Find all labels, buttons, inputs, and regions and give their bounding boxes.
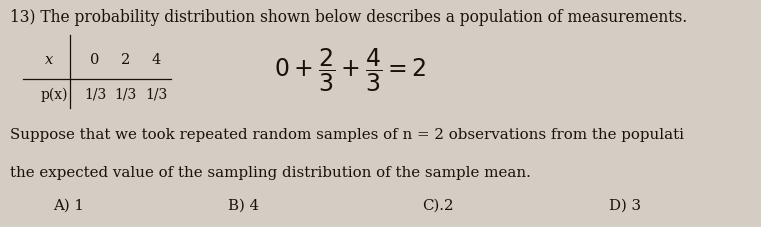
Text: 0: 0	[91, 53, 100, 67]
Text: B) 4: B) 4	[228, 197, 260, 211]
Text: 1/3: 1/3	[145, 87, 167, 101]
Text: $0+\dfrac{2}{3}+\dfrac{4}{3}=2$: $0+\dfrac{2}{3}+\dfrac{4}{3}=2$	[274, 47, 426, 94]
Text: 1/3: 1/3	[114, 87, 137, 101]
Text: p(x): p(x)	[40, 87, 68, 101]
Text: 13) The probability distribution shown below describes a population of measureme: 13) The probability distribution shown b…	[10, 9, 687, 26]
Text: x: x	[46, 53, 53, 67]
Text: 2: 2	[121, 53, 130, 67]
Text: Suppose that we took repeated random samples of n = 2 observations from the popu: Suppose that we took repeated random sam…	[10, 127, 684, 141]
Text: C).2: C).2	[422, 197, 454, 211]
Text: A) 1: A) 1	[53, 197, 84, 211]
Text: 1/3: 1/3	[84, 87, 107, 101]
Text: D) 3: D) 3	[609, 197, 641, 211]
Text: the expected value of the sampling distribution of the sample mean.: the expected value of the sampling distr…	[10, 166, 530, 180]
Text: 4: 4	[151, 53, 161, 67]
